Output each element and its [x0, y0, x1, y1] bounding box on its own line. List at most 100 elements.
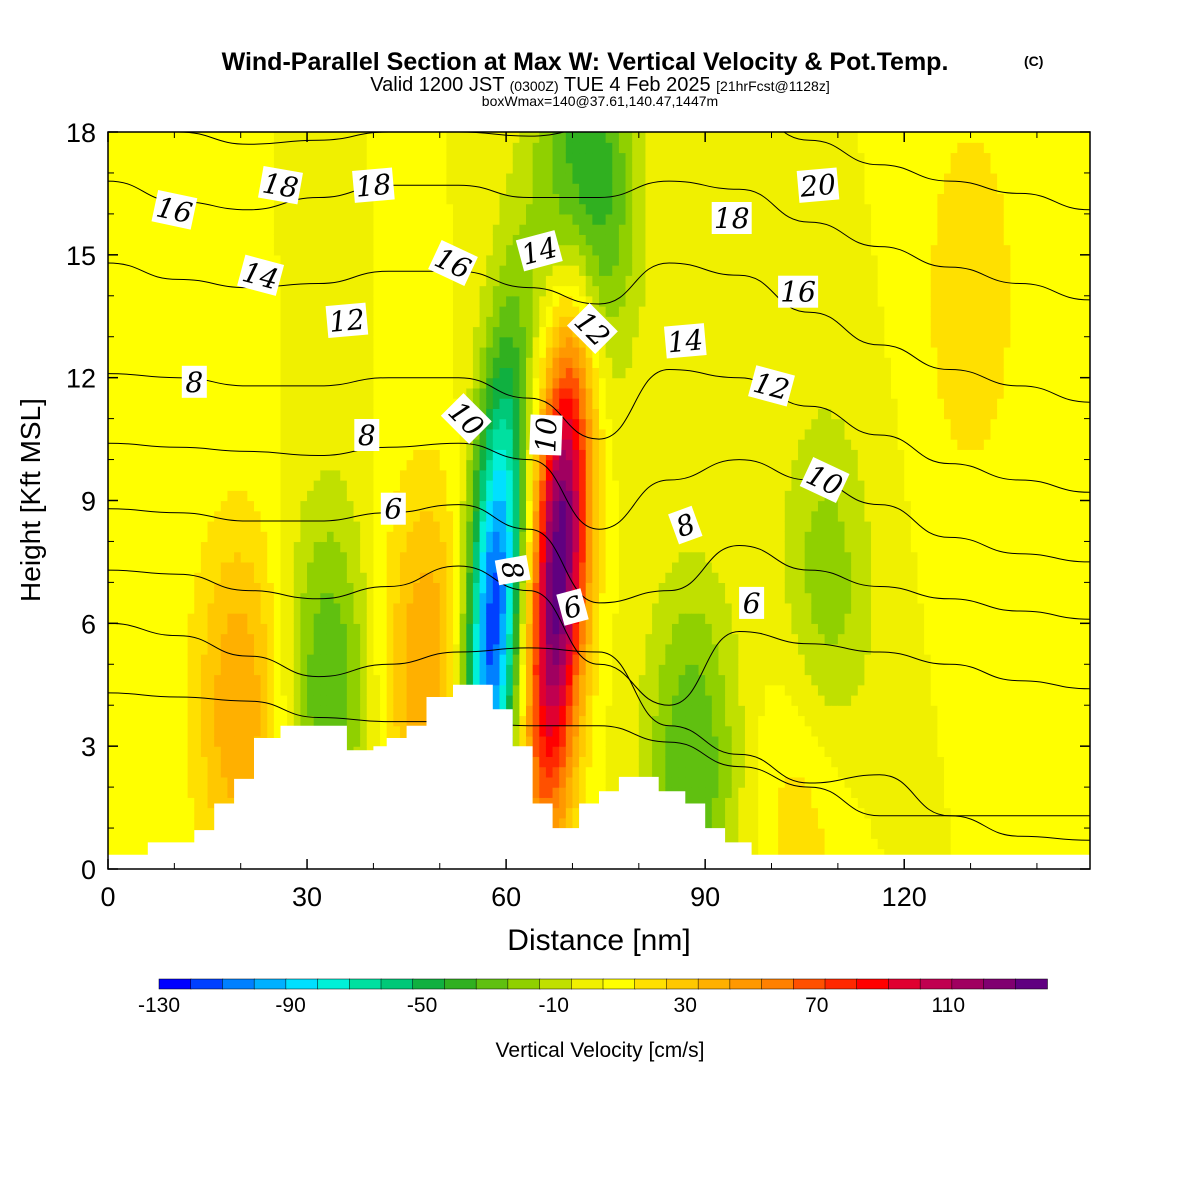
velocity-cell [227, 674, 235, 686]
velocity-cell [532, 275, 540, 287]
velocity-cell [433, 541, 441, 553]
velocity-cell [552, 346, 560, 358]
velocity-cell [180, 582, 189, 594]
velocity-cell [559, 234, 567, 246]
velocity-cell [426, 234, 434, 246]
velocity-cell [154, 756, 162, 768]
velocity-cell [320, 561, 328, 573]
velocity-cell [326, 183, 335, 195]
velocity-cell [340, 234, 348, 246]
velocity-cell [499, 203, 507, 215]
velocity-cell [320, 541, 328, 553]
velocity-cell [499, 295, 507, 307]
velocity-cell [393, 561, 401, 573]
velocity-cell [526, 367, 534, 379]
velocity-cell [526, 735, 534, 747]
velocity-cell [393, 162, 401, 174]
velocity-cell [167, 551, 175, 563]
velocity-cell [114, 346, 122, 358]
velocity-cell [326, 705, 335, 717]
velocity-cell [499, 357, 507, 369]
velocity-cell [227, 183, 235, 195]
velocity-cell [273, 623, 282, 635]
velocity-cell [234, 643, 242, 655]
velocity-cell [253, 500, 262, 512]
velocity-cell [406, 234, 414, 246]
velocity-cell [141, 172, 149, 184]
velocity-cell [114, 418, 122, 430]
velocity-cell [366, 346, 375, 358]
velocity-cell [234, 613, 242, 624]
velocity-cell [373, 623, 381, 635]
velocity-cell [386, 633, 394, 645]
copyright-mark: (C) [1024, 53, 1043, 69]
velocity-cell [446, 346, 454, 358]
velocity-cell [127, 746, 136, 758]
velocity-cell [161, 254, 169, 266]
velocity-cell [300, 480, 308, 491]
velocity-cell [227, 633, 235, 645]
velocity-cell [366, 203, 375, 215]
velocity-cell [512, 500, 520, 512]
velocity-cell [532, 797, 540, 809]
velocity-cell [466, 633, 474, 645]
velocity-cell [320, 705, 328, 717]
velocity-cell [194, 776, 202, 788]
velocity-cell [353, 295, 361, 307]
velocity-cell [326, 162, 335, 174]
velocity-cell [194, 418, 202, 430]
velocity-cell [161, 265, 169, 276]
velocity-cell [340, 561, 348, 573]
velocity-cell [380, 520, 388, 532]
velocity-cell [194, 756, 202, 768]
velocity-cell [234, 172, 242, 184]
velocity-cell [141, 500, 149, 512]
velocity-cell [519, 203, 527, 215]
velocity-cell [121, 398, 129, 409]
velocity-cell [273, 295, 282, 307]
velocity-cell [446, 275, 454, 287]
velocity-cell [545, 398, 554, 409]
velocity-cell [373, 490, 381, 502]
velocity-cell [121, 316, 129, 328]
velocity-cell [453, 367, 461, 379]
velocity-cell [413, 654, 421, 665]
velocity-cell [180, 459, 189, 471]
velocity-cell [154, 357, 162, 369]
velocity-cell [214, 254, 222, 266]
velocity-cell [220, 408, 229, 420]
velocity-cell [267, 572, 275, 583]
velocity-cell [307, 172, 315, 184]
velocity-cell [161, 613, 169, 624]
velocity-cell [479, 398, 487, 409]
velocity-cell [453, 172, 461, 184]
velocity-cell [393, 367, 401, 379]
velocity-cell [519, 275, 527, 287]
velocity-cell [180, 797, 189, 809]
velocity-cell [141, 715, 149, 727]
velocity-cell [519, 705, 527, 717]
velocity-cell [539, 582, 547, 594]
velocity-cell [386, 572, 394, 583]
velocity-cell [486, 469, 494, 481]
subtitle-utc-time: (0300Z) [510, 78, 559, 94]
velocity-cell [114, 828, 122, 839]
velocity-cell [247, 439, 255, 450]
velocity-cell [539, 561, 547, 573]
velocity-cell [234, 592, 242, 604]
velocity-cell [240, 234, 248, 246]
velocity-cell [161, 541, 169, 553]
velocity-cell [346, 572, 355, 583]
velocity-cell [492, 183, 501, 195]
velocity-cell [519, 602, 527, 614]
velocity-cell [413, 582, 421, 594]
velocity-cell [459, 172, 467, 184]
velocity-cell [552, 500, 560, 512]
velocity-cell [326, 408, 335, 420]
velocity-cell [492, 469, 501, 481]
velocity-cell [453, 592, 461, 604]
velocity-cell [161, 633, 169, 645]
velocity-cell [161, 439, 169, 450]
velocity-cell [333, 654, 341, 665]
velocity-cell [353, 275, 361, 287]
